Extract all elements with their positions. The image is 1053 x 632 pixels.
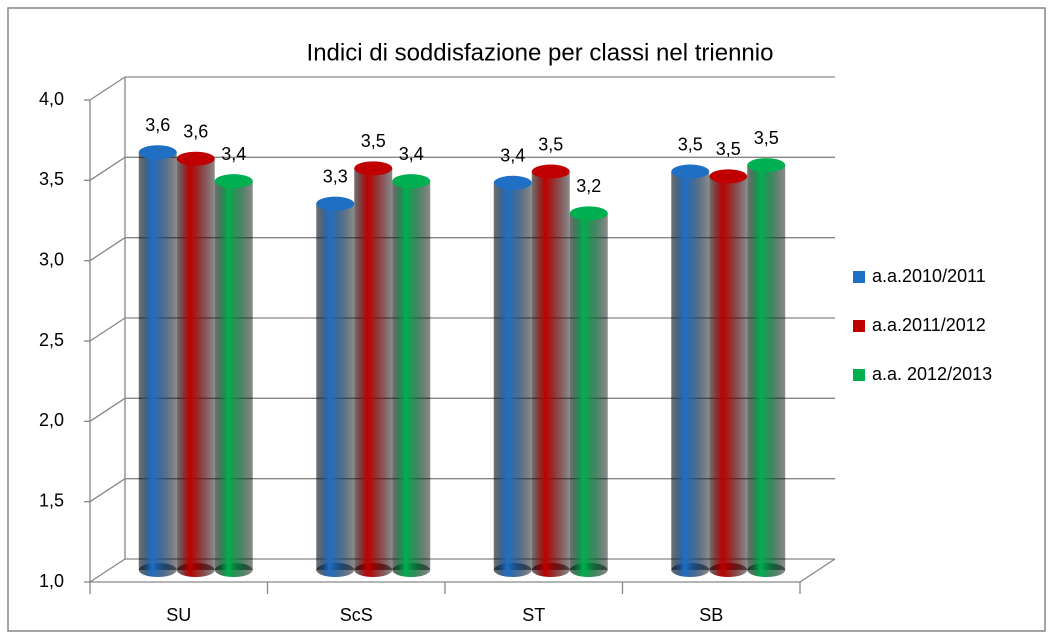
y-tick-label: 2,0 bbox=[39, 410, 64, 430]
y-tick-label: 1,0 bbox=[39, 571, 64, 591]
bar-top bbox=[316, 196, 355, 211]
y-tick-label: 4,0 bbox=[39, 89, 64, 109]
bar bbox=[671, 171, 710, 570]
grid-line bbox=[89, 317, 126, 342]
grid-line bbox=[89, 397, 126, 422]
data-label: 3,5 bbox=[754, 128, 779, 148]
data-label: 3,6 bbox=[145, 115, 170, 135]
legend-label: a.a. 2012/2013 bbox=[872, 364, 992, 384]
legend-label: a.a.2010/2011 bbox=[872, 266, 986, 286]
bar bbox=[392, 181, 431, 571]
x-tick-label: ST bbox=[522, 605, 545, 625]
bar bbox=[709, 176, 748, 570]
data-label: 3,4 bbox=[221, 144, 246, 164]
bar-top bbox=[531, 164, 570, 179]
x-tick-label: SU bbox=[166, 605, 191, 625]
y-tick-label: 2,5 bbox=[39, 330, 64, 350]
data-label: 3,5 bbox=[678, 134, 703, 154]
y-tick-label: 1,5 bbox=[39, 490, 64, 510]
y-tick-label: 3,5 bbox=[39, 169, 64, 189]
grid-line bbox=[89, 478, 126, 503]
data-label: 3,6 bbox=[183, 121, 208, 141]
chart-title: Indici di soddisfazione per classi nel t… bbox=[307, 39, 774, 66]
data-label: 3,5 bbox=[361, 131, 386, 151]
bar bbox=[493, 182, 532, 570]
bar bbox=[138, 152, 177, 570]
grid-line bbox=[89, 558, 126, 583]
bar bbox=[176, 158, 215, 570]
bar bbox=[747, 165, 786, 570]
legend-swatch bbox=[853, 320, 865, 332]
data-label: 3,4 bbox=[500, 146, 525, 166]
bar bbox=[354, 168, 393, 571]
grid-line bbox=[89, 156, 126, 181]
bar-top bbox=[214, 174, 253, 189]
x-tick-label: ScS bbox=[340, 605, 373, 625]
x-tick-label: SB bbox=[699, 605, 723, 625]
bar-top bbox=[493, 175, 532, 190]
bar bbox=[531, 171, 570, 570]
data-label: 3,3 bbox=[323, 166, 348, 186]
bar bbox=[214, 181, 253, 571]
bar-top bbox=[747, 158, 786, 173]
bar bbox=[316, 203, 355, 570]
data-label: 3,4 bbox=[399, 144, 424, 164]
bar-top bbox=[671, 164, 710, 179]
data-label: 3,5 bbox=[716, 139, 741, 159]
bar-top bbox=[709, 169, 748, 184]
bar-top bbox=[392, 174, 431, 189]
bar-top bbox=[354, 161, 393, 176]
legend-swatch bbox=[853, 369, 865, 381]
bar-top bbox=[569, 206, 608, 221]
legend-label: a.a.2011/2012 bbox=[872, 315, 986, 335]
data-label: 3,2 bbox=[576, 176, 601, 196]
bar-top bbox=[138, 145, 177, 160]
legend-swatch bbox=[853, 271, 865, 283]
y-tick-label: 3,0 bbox=[39, 249, 64, 269]
data-label: 3,5 bbox=[538, 134, 563, 154]
bar bbox=[569, 213, 608, 570]
grid-line bbox=[89, 76, 126, 101]
bar-top bbox=[176, 151, 215, 166]
grid-line bbox=[89, 237, 126, 262]
floor-edge bbox=[799, 558, 836, 583]
